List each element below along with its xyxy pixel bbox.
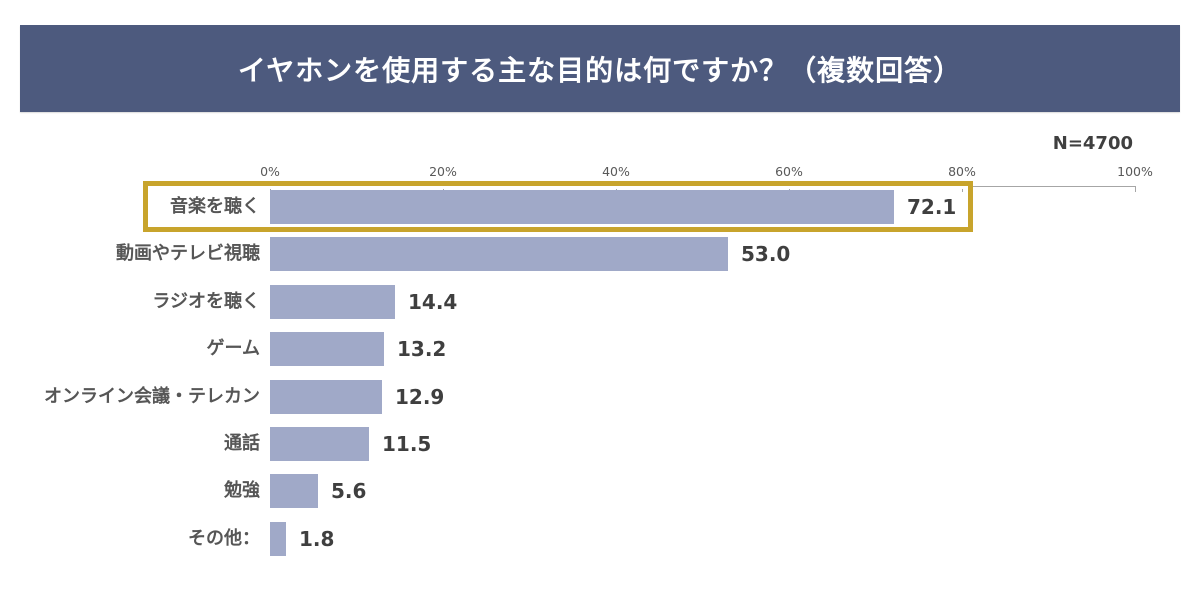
category-label: ゲーム: [206, 338, 260, 359]
bar: [270, 522, 286, 556]
value-label: 5.6: [331, 479, 367, 503]
chart-title: イヤホンを使用する主な目的は何ですか？（複数回答）: [237, 53, 963, 87]
bar-row: オンライン会議・テレカン 12.9: [0, 380, 1200, 414]
title-banner: イヤホンを使用する主な目的は何ですか？（複数回答）: [20, 25, 1180, 112]
bar: [270, 380, 382, 414]
bar: [270, 285, 395, 319]
bar: [270, 427, 369, 461]
x-axis-tick-label: 40%: [602, 164, 630, 179]
category-label: 動画やテレビ視聴: [116, 243, 260, 264]
value-label: 13.2: [397, 337, 447, 361]
x-axis-tick-label: 0%: [260, 164, 280, 179]
highlight-box: [143, 181, 973, 232]
category-label: 勉強: [224, 480, 260, 501]
category-label: オンライン会議・テレカン: [44, 386, 260, 407]
value-label: 1.8: [299, 527, 335, 551]
x-axis-tick-label: 60%: [775, 164, 803, 179]
bar: [270, 332, 384, 366]
x-axis-tick: [962, 186, 963, 192]
bar-row: 勉強 5.6: [0, 474, 1200, 508]
bar: [270, 190, 894, 224]
x-axis-tick-label: 100%: [1117, 164, 1153, 179]
bar: [270, 474, 318, 508]
category-label: 音楽を聴く: [170, 196, 260, 217]
value-label: 11.5: [382, 432, 432, 456]
x-axis-tick: [616, 186, 617, 192]
bar-row: ラジオを聴く 14.4: [0, 285, 1200, 319]
bar: [270, 237, 728, 271]
category-label: 通話: [224, 433, 260, 454]
x-axis-tick-label: 80%: [948, 164, 976, 179]
x-axis-tick: [443, 186, 444, 192]
x-axis-tick: [1135, 186, 1136, 192]
bar-row: その他： 1.8: [0, 522, 1200, 556]
x-axis-tick-label: 20%: [429, 164, 457, 179]
x-axis-tick: [270, 186, 271, 192]
value-label: 12.9: [395, 385, 445, 409]
category-label: ラジオを聴く: [152, 291, 260, 312]
value-label: 14.4: [408, 290, 458, 314]
x-axis-line: [270, 186, 1136, 187]
value-label: 53.0: [741, 242, 791, 266]
bar-row: 音楽を聴く 72.1: [0, 190, 1200, 224]
bar-row: ゲーム 13.2: [0, 332, 1200, 366]
x-axis-tick: [789, 186, 790, 192]
bar-row: 動画やテレビ視聴 53.0: [0, 237, 1200, 271]
sample-size-label: N=4700: [1052, 133, 1133, 154]
value-label: 72.1: [907, 195, 957, 219]
bar-row: 通話 11.5: [0, 427, 1200, 461]
category-label: その他：: [188, 528, 260, 549]
